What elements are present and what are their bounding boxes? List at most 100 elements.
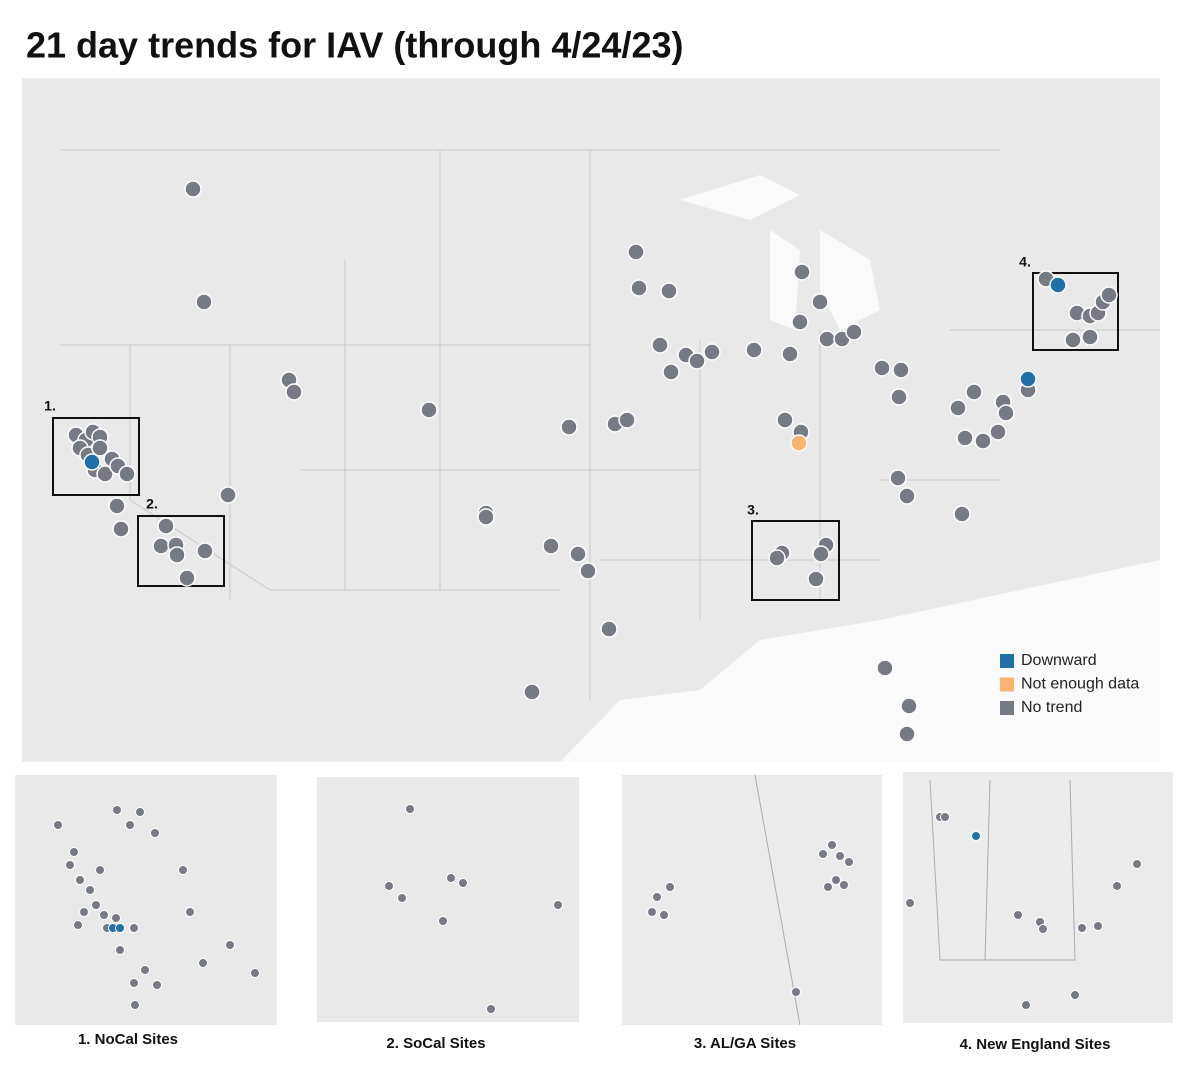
inset-site-dot (831, 875, 841, 885)
borders (60, 149, 1160, 700)
inset-site-dot (91, 900, 101, 910)
site-dot (776, 411, 794, 429)
inset-borders (754, 774, 1076, 1026)
inset-boxes (52, 272, 1119, 601)
inset-site-dot (486, 1004, 496, 1014)
site-dot (618, 411, 636, 429)
inset-site-dot (73, 920, 83, 930)
inset-site-dot (647, 907, 657, 917)
inset-marker: 3. (747, 502, 759, 518)
inset-site-dot (458, 878, 468, 888)
inset-site-dot (150, 828, 160, 838)
inset-site-dot (65, 860, 75, 870)
inset-site-dot (95, 865, 105, 875)
site-dot (791, 313, 809, 331)
site-dot (523, 683, 541, 701)
inset-caption: 2. SoCal Sites (386, 1035, 485, 1052)
site-dot (812, 545, 830, 563)
site-dot (662, 363, 680, 381)
inset-site-dot (99, 910, 109, 920)
inset-site-dot (130, 1000, 140, 1010)
site-dot (1100, 286, 1118, 304)
site-dot (152, 537, 170, 555)
inset-site-dot (405, 804, 415, 814)
site-dot (790, 434, 808, 452)
inset-site-dot (112, 805, 122, 815)
site-dot (542, 537, 560, 555)
inset-site-dot (1093, 921, 1103, 931)
site-dot (579, 562, 597, 580)
inset-site-dot (1112, 881, 1122, 891)
inset-site-dot (1013, 910, 1023, 920)
lakes (680, 175, 880, 330)
inset-site-dot (905, 898, 915, 908)
site-dot (627, 243, 645, 261)
inset-site-dot (178, 865, 188, 875)
site-dot (889, 469, 907, 487)
legend-label: Downward (1021, 652, 1097, 669)
inset-site-dot (53, 820, 63, 830)
inset-box (52, 417, 140, 496)
inset-site-dot (75, 875, 85, 885)
site-dot (965, 383, 983, 401)
site-dot (974, 432, 992, 450)
site-dot (989, 423, 1007, 441)
site-dot (898, 487, 916, 505)
inset-site-dot (823, 882, 833, 892)
inset-site-dot (1077, 923, 1087, 933)
site-dot (745, 341, 763, 359)
site-dot (184, 180, 202, 198)
inset-caption: 1. NoCal Sites (78, 1031, 178, 1048)
site-dot (876, 659, 894, 677)
inset-site-dot (125, 820, 135, 830)
inset-site-dot (827, 840, 837, 850)
inset-site-dot (438, 916, 448, 926)
site-dot (873, 359, 891, 377)
inset-site-dot (198, 958, 208, 968)
site-dot (569, 545, 587, 563)
site-dot (997, 404, 1015, 422)
inset-site-dot (111, 913, 121, 923)
inset-site-dot (818, 849, 828, 859)
inset-map (15, 775, 277, 1025)
inset-site-dot (940, 812, 950, 822)
inset-site-dot (384, 881, 394, 891)
inset-marker: 2. (146, 496, 158, 512)
site-dot (1064, 331, 1082, 349)
site-dot (660, 282, 678, 300)
site-dot (157, 517, 175, 535)
site-dot (1081, 328, 1099, 346)
inset-site-dot (446, 873, 456, 883)
inset-site-dot (140, 965, 150, 975)
site-dot (949, 399, 967, 417)
inset-box (751, 520, 840, 601)
site-dot (83, 453, 101, 471)
inset-site-dot (1132, 859, 1142, 869)
site-dot (630, 279, 648, 297)
inset-site-dot (652, 892, 662, 902)
inset-site-dot (835, 851, 845, 861)
legend-label: Not enough data (1021, 676, 1139, 693)
site-dot (953, 505, 971, 523)
inset-site-dot (844, 857, 854, 867)
site-dot (845, 323, 863, 341)
site-dot (195, 293, 213, 311)
inset-site-dot (135, 807, 145, 817)
inset-map (903, 772, 1173, 1023)
site-dot (219, 486, 237, 504)
site-dot (91, 439, 109, 457)
site-dot (956, 429, 974, 447)
inset-map (622, 775, 882, 1025)
site-dot (890, 388, 908, 406)
inset-marker: 4. (1019, 254, 1031, 270)
site-dot (892, 361, 910, 379)
inset-site-dot (185, 907, 195, 917)
site-dot (420, 401, 438, 419)
inset-site-dot (1021, 1000, 1031, 1010)
inset-box (1032, 272, 1119, 351)
site-dot (1019, 370, 1037, 388)
inset-site-dot (152, 980, 162, 990)
inset-site-dot (79, 907, 89, 917)
legend-label: No trend (1021, 699, 1082, 716)
